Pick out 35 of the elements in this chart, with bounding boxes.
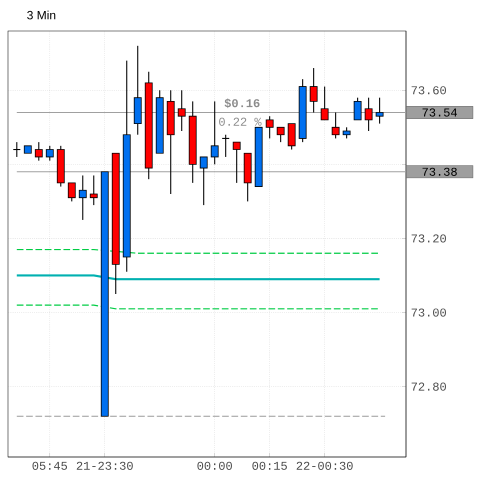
candlestick: [222, 134, 230, 158]
x-tick-label: 21-23:30: [76, 462, 133, 470]
candlestick: [364, 97, 373, 132]
candlestick: [288, 123, 296, 150]
candlestick: [342, 126, 351, 139]
candlestick: [266, 116, 274, 139]
y-tick-label: 73.60: [412, 86, 446, 94]
x-tick-label: 05:45: [32, 462, 68, 470]
candlestick: [34, 142, 43, 162]
candlestick: [210, 100, 219, 165]
x-tick-label: 00:00: [197, 462, 232, 470]
candlestick: [90, 174, 98, 206]
candlestick: [320, 86, 329, 120]
candlestick: [200, 156, 208, 206]
y-tick-label: 73.20: [412, 234, 446, 243]
y-tick-label: 73.00: [412, 308, 446, 317]
annotation: $0.16: [224, 98, 260, 108]
x-tick-label: 22-00:30: [296, 462, 353, 470]
candlestick: [68, 182, 76, 202]
candlestick: [354, 97, 362, 120]
candlestick: [376, 97, 384, 124]
candlestick: [178, 90, 186, 132]
ref-line-label: 73.38: [422, 168, 457, 176]
candlestick: [78, 174, 87, 220]
chart-title: 3 Min: [27, 10, 56, 20]
candlestick: [46, 145, 54, 162]
x-tick-label: 00:15: [252, 462, 287, 470]
candlestick: [276, 126, 285, 143]
candlestick: [232, 142, 241, 184]
candlestick: [12, 142, 21, 158]
y-tick-label: 72.80: [412, 382, 446, 391]
ref-line-label: 73.54: [422, 108, 457, 117]
candlestick: [332, 112, 340, 139]
candlestick: [310, 68, 318, 114]
annotation: 0.22 %: [219, 118, 262, 126]
